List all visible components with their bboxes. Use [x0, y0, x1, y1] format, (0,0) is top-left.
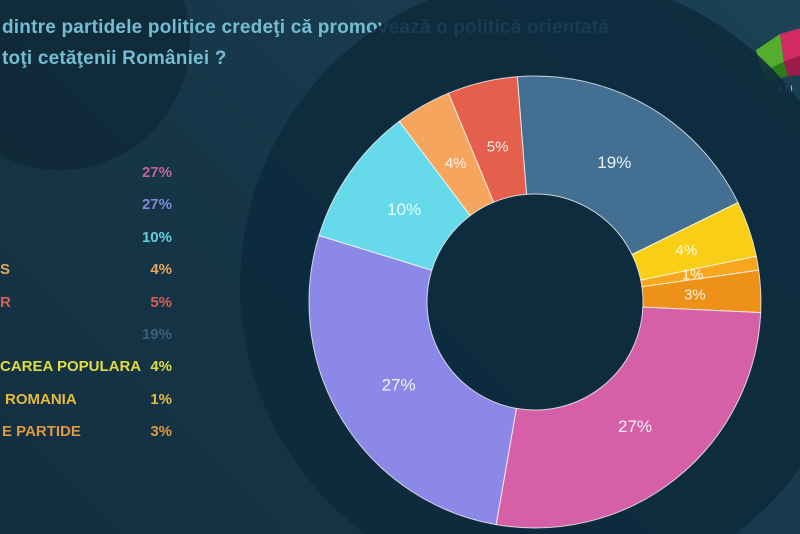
legend-value: 5% [150, 294, 172, 311]
slice-value-label: 4% [445, 155, 467, 172]
legend-value: 27% [141, 164, 172, 181]
donut-slice-labels: 19% 4% 1% 3% 27% 27% 10% 4% 5% [382, 138, 706, 436]
donut-slice [308, 234, 517, 526]
legend-value: 3% [150, 423, 172, 440]
slice-value-label: 19% [597, 153, 631, 172]
legend-label: E PARTIDE [2, 423, 81, 440]
legend-value: 4% [150, 358, 172, 375]
legend-item: 19% [0, 326, 172, 346]
legend-label: CAREA POPULARA [0, 358, 142, 375]
legend-value: 1% [150, 391, 172, 408]
donut-slices [308, 75, 762, 529]
legend-value: 19% [141, 326, 172, 343]
legend-value: 10% [141, 229, 172, 246]
legend-value: 27% [141, 196, 172, 213]
donut-slice [495, 306, 762, 529]
legend-item: ROMANIA 1% [0, 391, 172, 411]
legend-item: 10% [0, 229, 172, 249]
slice-value-label: 3% [684, 287, 706, 304]
legend-item: 27% [0, 196, 172, 216]
slice-value-label: 5% [487, 138, 509, 155]
legend-label: S [0, 261, 11, 278]
legend-item: CAREA POPULARA 4% [0, 358, 172, 378]
title-line-2: toţi cetăţenii României ? [2, 48, 227, 69]
legend-label: R [0, 294, 11, 311]
legend-item: E PARTIDE 3% [0, 423, 172, 443]
chart-legend: 27% 27% 10% S 4% R 5% 19% CAREA POPULARA 4% ROMANI… [0, 0, 172, 534]
legend-item: 27% [0, 164, 172, 184]
legend-item: R 5% [0, 294, 172, 314]
slice-value-label: 4% [676, 242, 698, 259]
donut-slice [516, 75, 739, 256]
legend-value: 4% [150, 261, 172, 278]
donut-slice [447, 76, 528, 203]
slice-value-label: 27% [382, 376, 416, 395]
legend-label: ROMANIA [5, 391, 77, 408]
slice-value-label: 1% [682, 267, 704, 284]
slice-value-label: 10% [387, 200, 421, 219]
legend-item: S 4% [0, 261, 172, 281]
slice-value-label: 27% [618, 417, 652, 436]
